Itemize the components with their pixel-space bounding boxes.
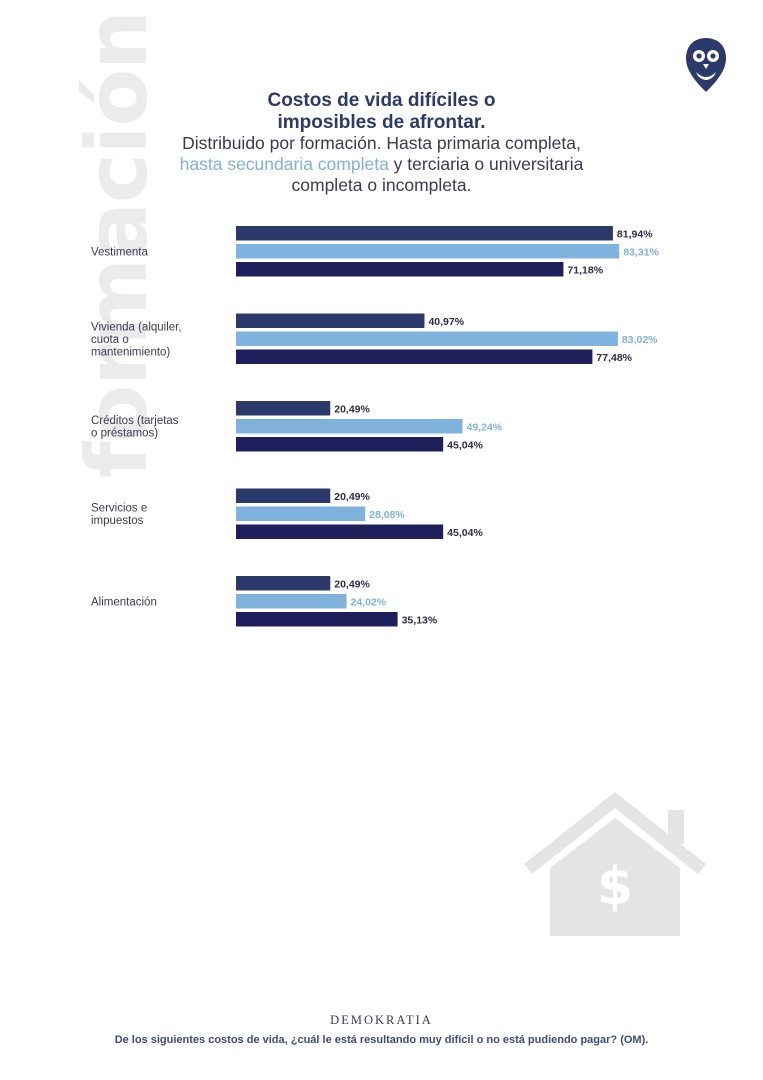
category-label: o préstamos): [91, 428, 158, 440]
bar: [236, 313, 425, 328]
category-label: Vivienda (alquiler,: [91, 321, 182, 333]
data-label: 24,02%: [350, 596, 386, 608]
category-label: Créditos (tarjetas: [91, 415, 179, 427]
bar: [236, 437, 444, 452]
subtitle-line-1: Distribuido por formación. Hasta primari…: [182, 133, 581, 153]
bar: [236, 488, 331, 503]
data-label: 83,02%: [622, 334, 658, 346]
data-label: 20,49%: [334, 491, 370, 503]
bar: [236, 612, 398, 627]
chart-title: Costos de vida difíciles o imposibles de…: [0, 90, 763, 134]
svg-text:$: $: [597, 857, 633, 917]
subtitle-line-2: hasta secundaria completa y terciaria o …: [0, 154, 763, 175]
category-label: Servicios e: [91, 503, 147, 515]
brand-logo: DEMOKRATIA: [330, 1013, 433, 1027]
bar: [236, 226, 613, 241]
data-label: 49,24%: [467, 421, 503, 433]
bar: [236, 262, 564, 277]
data-label: 83,31%: [623, 246, 659, 258]
data-label: 81,94%: [617, 228, 653, 240]
data-label: 45,04%: [447, 527, 483, 539]
subtitle-line-3: completa o incompleta.: [291, 175, 472, 195]
bar: [236, 401, 331, 416]
data-label: 35,13%: [402, 614, 438, 626]
data-label: 20,49%: [334, 403, 370, 415]
bar: [236, 524, 444, 539]
bar: [236, 419, 463, 434]
category-label: impuestos: [91, 515, 144, 527]
owl-logo-icon: [686, 38, 726, 92]
subtitle-line-2-rest: y terciaria o universitaria: [388, 154, 584, 174]
bar: [236, 576, 331, 591]
category-label: mantenimiento): [91, 346, 170, 358]
category-label: Vestimenta: [91, 246, 148, 258]
bar: [236, 331, 618, 346]
data-label: 77,48%: [596, 352, 632, 364]
bar: [236, 244, 620, 259]
survey-question: De los siguientes costos de vida, ¿cuál …: [114, 1034, 649, 1046]
data-label: 40,97%: [428, 316, 464, 328]
data-label: 45,04%: [447, 439, 483, 451]
bar: [236, 349, 593, 364]
house-dollar-icon: $: [524, 792, 706, 936]
subtitle-accent: hasta secundaria completa: [179, 154, 389, 174]
data-label: 28,08%: [369, 509, 405, 521]
chart-subtitle: Distribuido por formación. Hasta primari…: [0, 133, 763, 196]
title-line-2: imposibles de afrontar.: [277, 112, 486, 133]
data-label: 71,18%: [567, 264, 603, 276]
category-label: cuota o: [91, 334, 129, 346]
title-line-1: Costos de vida difíciles o: [267, 90, 496, 111]
bar: [236, 594, 347, 609]
category-label: Alimentación: [91, 596, 157, 608]
data-label: 20,49%: [334, 578, 370, 590]
bar-chart: Vestimenta 81,94% 83,31% 71,18% Vivienda (al…: [91, 226, 660, 627]
bar: [236, 506, 366, 521]
